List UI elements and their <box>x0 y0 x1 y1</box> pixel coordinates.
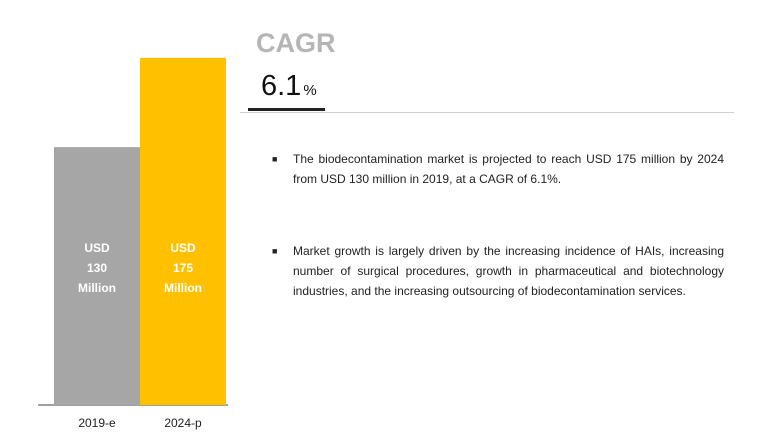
bar-chart: USD 130 Million USD 175 Million 2019-e 2024-p <box>38 57 228 430</box>
bar-data-label: USD <box>84 241 110 255</box>
bar-2024-p <box>140 57 226 406</box>
bars-layer: USD 130 Million USD 175 Million <box>54 57 226 406</box>
bullet-item-2: ■ Market growth is largely driven by the… <box>272 241 724 301</box>
bar-data-label: 175 <box>173 261 193 275</box>
cagr-unit: % <box>303 82 317 99</box>
bullet-square-icon: ■ <box>272 154 278 164</box>
cagr-number: 6.1 <box>261 70 302 102</box>
cagr-underline <box>248 108 325 111</box>
bullet-square-icon: ■ <box>272 246 278 256</box>
x-tick-label: 2019-e <box>78 416 116 430</box>
bar-2019-e <box>54 147 140 406</box>
bar-data-label: 130 <box>87 261 107 275</box>
bar-data-label: Million <box>164 281 202 295</box>
x-tick-label: 2024-p <box>164 416 202 430</box>
cagr-value: 6.1% <box>261 70 317 103</box>
bullet-text-1: The biodecontamination market is project… <box>293 152 724 186</box>
bullet-item-1: ■ The biodecontamination market is proje… <box>272 149 724 189</box>
bar-data-label: Million <box>78 281 116 295</box>
bullet-text-2: Market growth is largely driven by the i… <box>293 244 724 298</box>
bar-data-label: USD <box>170 241 196 255</box>
cagr-title: CAGR <box>256 28 336 58</box>
section-divider <box>240 112 734 113</box>
